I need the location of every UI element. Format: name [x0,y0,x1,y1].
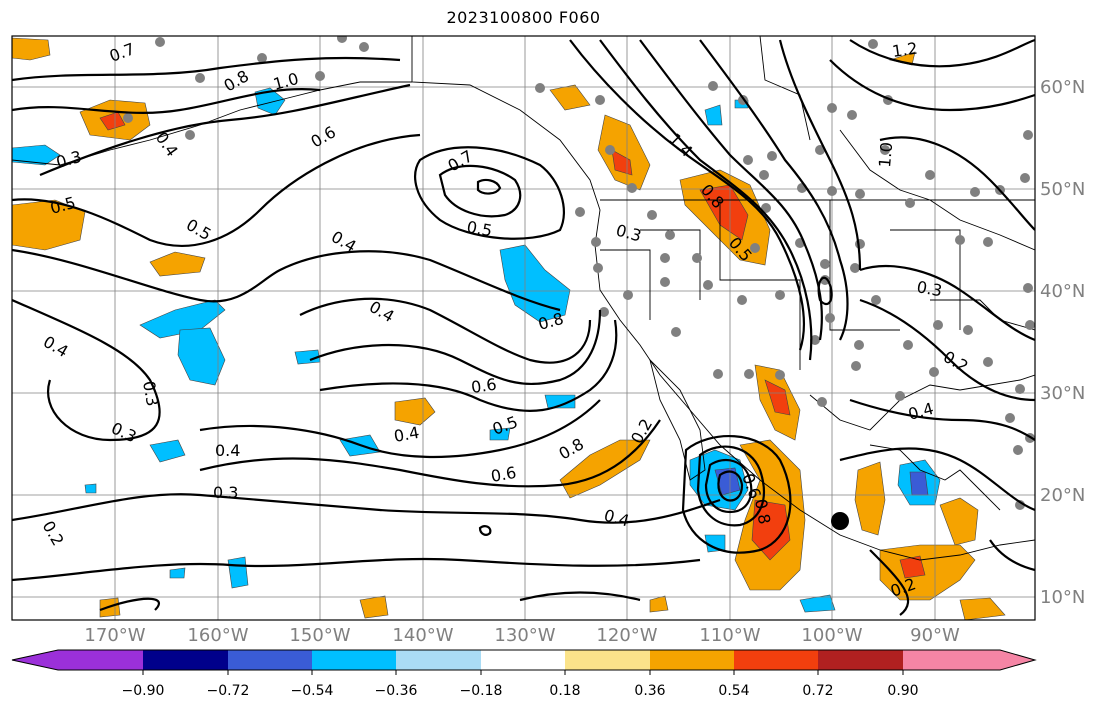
colorbar-ticks [142,670,904,675]
colorbar-label: −0.54 [291,683,334,699]
lon-label-90w: 90°W [910,625,960,646]
colorbar-swatch [481,650,565,670]
longitude-labels: 170°W 160°W 150°W 140°W 130°W 120°W 110°… [84,625,960,646]
contour-label: 0.8 [751,497,774,525]
colorbar-label: 0.54 [718,683,749,699]
latitude-labels: 60°N 50°N 40°N 30°N 20°N 10°N [1040,77,1085,608]
colorbar-outline [11,649,1037,671]
lon-label-100w: 100°W [801,625,862,646]
contour-label: 1.0 [875,141,896,168]
lat-label-60n: 60°N [1040,77,1085,98]
chart-title: 2023100800 F060 [446,8,601,27]
lon-label-150w: 150°W [289,625,350,646]
colorbar-swatch [565,650,650,670]
colorbar-swatch [903,650,1000,670]
contour-label: 1.2 [891,39,919,61]
colorbar-swatch [228,650,312,670]
colorbar-swatch [650,650,734,670]
lon-label-170w: 170°W [84,625,145,646]
lon-label-120w: 120°W [596,625,657,646]
colorbar-labels: −0.90 −0.72 −0.54 −0.36 −0.18 0.18 0.36 … [122,683,919,699]
lon-label-110w: 110°W [699,625,760,646]
lat-label-50n: 50°N [1040,179,1085,200]
colorbar-swatch [396,650,481,670]
colorbar-label: 0.36 [634,683,665,699]
map-panel: 0.7 0.8 1.0 0.4 0.3 0.5 0.6 0.5 0.4 0.4 … [12,36,1035,620]
contour-label: 0.4 [392,423,420,446]
colorbar: −0.90 −0.72 −0.54 −0.36 −0.18 0.18 0.36 … [11,649,1037,699]
colorbar-label: 0.72 [802,683,833,699]
colorbar-swatch [734,650,818,670]
contour-lines [12,38,1035,616]
colorbar-swatches [12,650,1035,670]
contour-label: 0.3 [213,483,238,502]
marker-dot [831,512,849,530]
contour-label: 0.3 [139,379,162,407]
colorbar-swatch [312,650,396,670]
contour-label: 0.3 [915,277,943,300]
colorbar-label: −0.72 [207,683,250,699]
contour-label: 0.4 [215,441,240,460]
lat-label-20n: 20°N [1040,485,1085,506]
contour-label: 0.6 [470,375,498,397]
contour-label: 0.5 [465,217,493,240]
station-dots [123,36,1035,510]
colorbar-label: −0.90 [122,683,165,699]
lon-label-140w: 140°W [392,625,453,646]
colorbar-swatch [818,650,903,670]
colorbar-label: −0.18 [460,683,503,699]
colorbar-label: 0.90 [887,683,918,699]
colorbar-extend-max [1000,650,1035,670]
contour-label: 0.6 [489,463,517,486]
lat-label-10n: 10°N [1040,587,1085,608]
colorbar-extend-min [12,650,58,670]
lat-label-30n: 30°N [1040,383,1085,404]
lat-label-40n: 40°N [1040,281,1085,302]
colorbar-label: −0.36 [375,683,418,699]
map-frame [11,35,1036,621]
coastlines [12,36,1035,561]
lon-label-160w: 160°W [187,625,248,646]
colorbar-swatch [143,650,228,670]
colorbar-label: 0.18 [549,683,580,699]
lon-label-130w: 130°W [494,625,555,646]
colorbar-swatch [58,650,143,670]
